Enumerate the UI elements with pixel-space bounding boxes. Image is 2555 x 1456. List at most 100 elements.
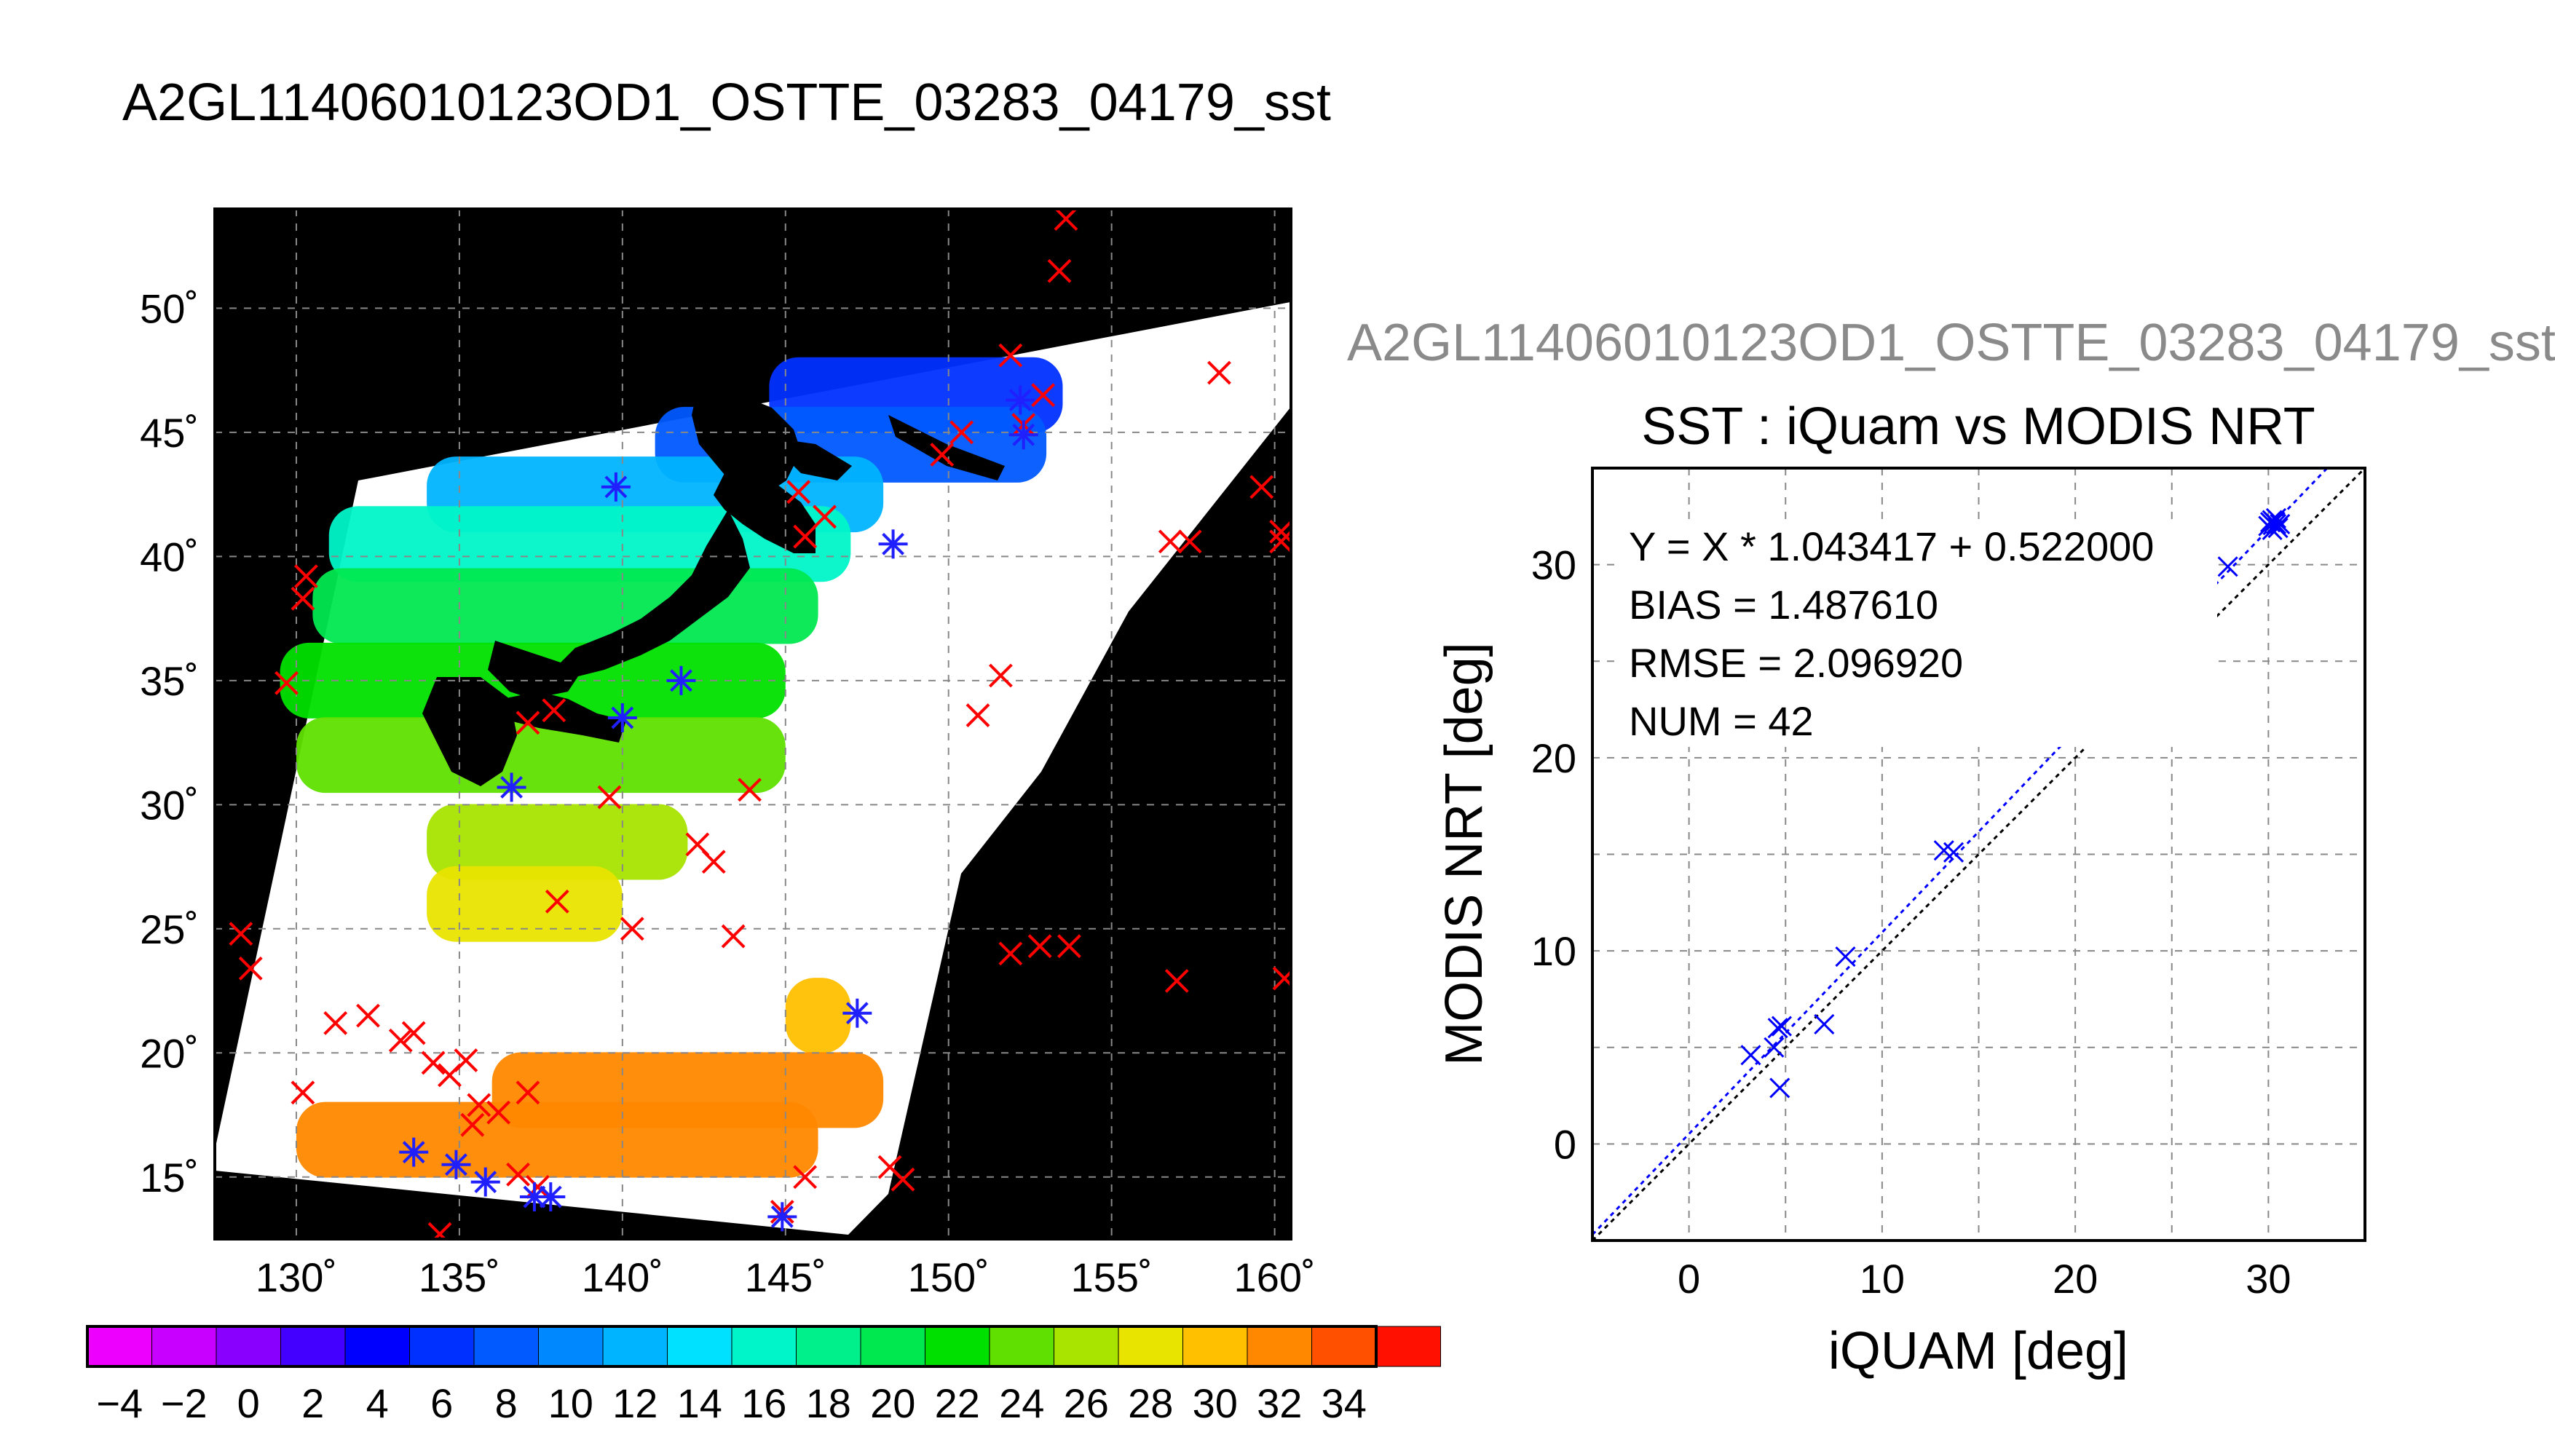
fit-line	[1592, 468, 2329, 1235]
scatter-y-tick-labels: 0 10 20 30	[1531, 542, 1576, 1168]
rejected-matchup-marker	[388, 1028, 413, 1053]
sst-map-panel: 130˚ 135˚ 140˚ 145˚ 150˚ 155˚ 160˚ 15˚ 20˚ 25˚ 30…	[140, 207, 1316, 1300]
color-bar-tick-label: 26	[1064, 1380, 1109, 1426]
scatter-supertitle: A2GL11406010123OD1_OSTTE_03283_04179_sst	[1347, 314, 2555, 372]
rejected-matchup-marker	[421, 1051, 446, 1075]
fit-equation: Y = X * 1.043417 + 0.522000	[1629, 523, 2154, 569]
scatter-y-tick-label: 10	[1531, 928, 1576, 974]
one-to-one-line	[1592, 468, 2365, 1241]
scatter-x-tick-label: 30	[2246, 1256, 2291, 1302]
rejected-matchup-marker	[1269, 529, 1291, 554]
map-frame	[213, 207, 1292, 1241]
color-bar-tick-labels: −4 −2 0 2 4 6 8 10 12 14 16 18 20 22 24 26 28 30 32 34	[96, 1380, 1367, 1426]
rejected-matchup-marker	[291, 1080, 315, 1105]
map-y-tick-label: 15˚	[140, 1155, 199, 1200]
map-y-tick-label: 30˚	[140, 782, 199, 828]
rejected-matchup-marker	[1054, 209, 1078, 232]
map-x-tick-label: 145˚	[745, 1254, 826, 1300]
scatter-y-tick-label: 20	[1531, 735, 1576, 781]
color-bar-tick-label: 0	[237, 1380, 260, 1426]
scatter-point	[1943, 842, 1964, 863]
sakhalin-land	[706, 211, 739, 342]
color-bar-cell	[667, 1326, 732, 1367]
color-bar-tick-label: 4	[366, 1380, 389, 1426]
color-bar-tick-label: 14	[677, 1380, 722, 1426]
map-x-tick-label: 130˚	[256, 1254, 337, 1300]
scatter-x-tick-label: 0	[1678, 1256, 1700, 1302]
map-x-tick-label: 140˚	[582, 1254, 663, 1300]
rejected-matchup-marker	[949, 420, 974, 445]
used-matchup-marker	[1008, 420, 1038, 450]
rejected-matchup-marker	[998, 941, 1023, 966]
rejected-matchup-marker	[229, 922, 253, 946]
scatter-point	[1764, 1037, 1785, 1058]
rejected-matchups	[229, 209, 1291, 1239]
rejected-matchup-marker	[1031, 383, 1056, 408]
rejected-matchup-marker	[813, 505, 837, 529]
used-matchup-marker	[497, 772, 526, 802]
scatter-x-tick-label: 10	[1860, 1256, 1905, 1302]
map-y-tick-label: 50˚	[140, 285, 199, 331]
rejected-matchup-marker	[275, 670, 299, 695]
rejected-matchup-marker	[965, 703, 990, 727]
rejected-matchup-marker	[1249, 475, 1274, 499]
color-bar-cell	[796, 1326, 861, 1367]
rejected-matchup-marker	[1269, 519, 1291, 544]
color-bar-frame	[86, 1325, 1378, 1368]
scatter-x-axis-label: iQUAM [deg]	[1828, 1322, 2128, 1380]
used-matchup-marker	[607, 703, 637, 732]
color-bar-cell	[1182, 1326, 1248, 1367]
scatter-point	[1769, 1077, 1790, 1099]
color-bar-tick-label: 30	[1193, 1380, 1238, 1426]
used-matchup-marker	[470, 1167, 500, 1197]
scatter-point	[1740, 1045, 1761, 1066]
sst-band	[296, 1101, 818, 1178]
scatter-point	[2264, 512, 2285, 533]
color-bar-cell	[216, 1326, 281, 1367]
color-bar-cell	[1247, 1326, 1312, 1367]
map-y-tick-labels: 15˚ 20˚ 25˚ 30˚ 35˚ 40˚ 45˚ 50˚	[140, 285, 199, 1200]
sst-band	[312, 568, 818, 644]
color-bar-cell	[989, 1326, 1054, 1367]
color-bar-tick-label: 22	[935, 1380, 980, 1426]
rejected-matchup-marker	[401, 1021, 426, 1045]
color-bar-cell	[87, 1326, 152, 1367]
color-bar-cell	[151, 1326, 217, 1367]
color-bar-tick-label: 2	[301, 1380, 324, 1426]
color-bar: −4 −2 0 2 4 6 8 10 12 14 16 18 20 22 24 26 28 30 32 34	[86, 1325, 1441, 1426]
rejected-matchup-marker	[545, 889, 569, 914]
scatter-y-axis-label: MODIS NRT [deg]	[1435, 642, 1493, 1066]
rejected-matchup-marker	[467, 1093, 491, 1117]
color-bar-tick-label: 24	[999, 1380, 1044, 1426]
map-x-tick-label: 150˚	[908, 1254, 990, 1300]
rejected-matchup-marker	[1164, 968, 1189, 993]
scatter-x-tick-labels: 0 10 20 30	[1678, 1256, 2291, 1302]
scatter-point	[2217, 556, 2238, 577]
scatter-x-tick-label: 20	[2053, 1256, 2098, 1302]
main-title: A2GL11406010123OD1_OSTTE_03283_04179_sst	[122, 74, 1331, 132]
rejected-matchup-marker	[454, 1048, 478, 1072]
scatter-panel: SST : iQuam vs MODIS NRT 0 10 20 30 0 10 20 30…	[1435, 397, 2366, 1380]
map-x-tick-label: 155˚	[1071, 1254, 1153, 1300]
scatter-point	[2259, 512, 2281, 533]
color-bar-cell	[602, 1326, 668, 1367]
rejected-matchup-marker	[460, 1112, 485, 1137]
rejected-matchup-marker	[1177, 529, 1202, 554]
map-x-tick-label: 160˚	[1234, 1254, 1316, 1300]
rejected-matchup-marker	[738, 778, 762, 802]
used-matchup-marker	[878, 529, 908, 559]
scatter-point	[1814, 1013, 1835, 1034]
color-bar-cell	[538, 1326, 604, 1367]
color-bar-cell	[1054, 1326, 1119, 1367]
used-matchup-marker	[441, 1150, 471, 1179]
map-y-tick-label: 35˚	[140, 658, 199, 704]
color-bar-cell	[860, 1326, 925, 1367]
map-y-tick-label: 40˚	[140, 534, 199, 579]
rejected-matchup-marker	[1047, 258, 1072, 283]
color-bar-tick-label: 12	[612, 1380, 657, 1426]
color-bar-cell	[1375, 1326, 1441, 1367]
rejected-matchup-marker	[1272, 966, 1291, 991]
rejected-matchup-marker	[291, 586, 315, 611]
scatter-title: SST : iQuam vs MODIS NRT	[1641, 397, 2315, 456]
used-matchups	[399, 385, 1038, 1232]
